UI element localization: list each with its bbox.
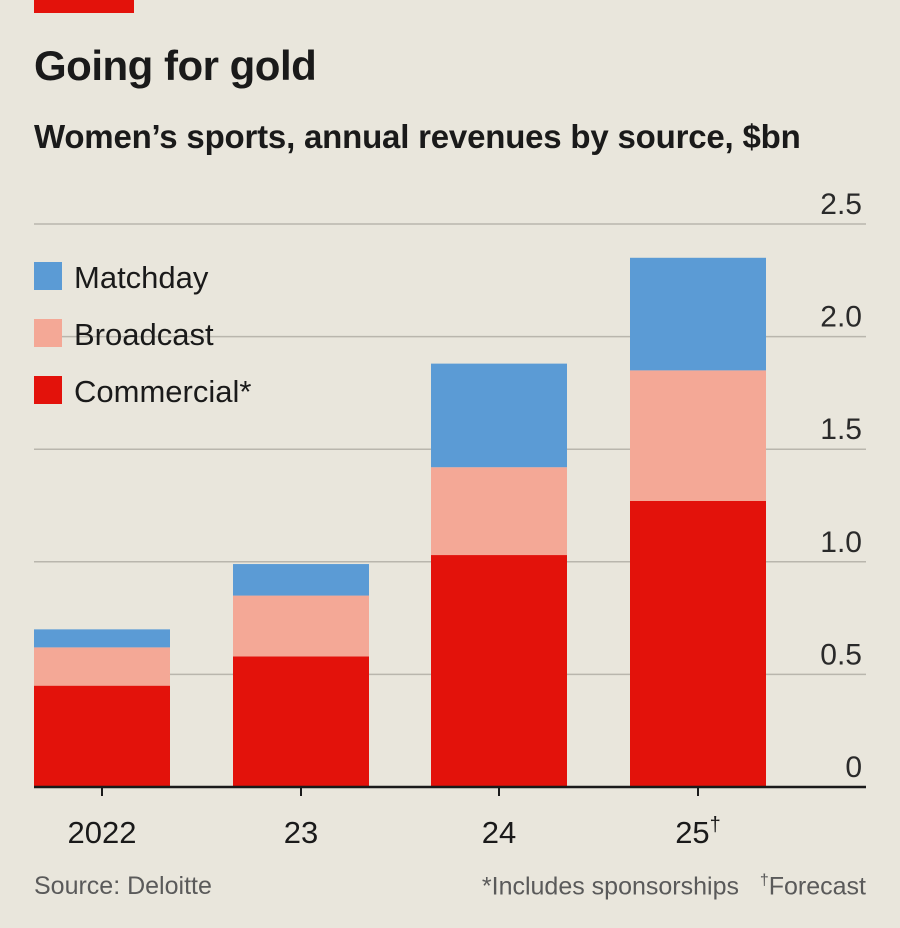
bar-24-matchday	[431, 363, 567, 468]
forecast-mark-3: †	[710, 814, 721, 836]
chart-title: Going for gold	[34, 42, 317, 89]
y-tick-label-3: 1.5	[820, 413, 862, 446]
legend-label-1: Broadcast	[74, 317, 214, 352]
bar-23-commercial	[233, 656, 369, 787]
footnotes: *Includes sponsorships †Forecast	[482, 872, 866, 901]
bar-23-broadcast	[233, 595, 369, 657]
y-tick-labels: 0 0.5 1.0 1.5 2.0 2.5	[820, 188, 862, 784]
legend-swatch-2	[34, 376, 62, 404]
legend: Matchday Broadcast Commercial*	[34, 260, 251, 409]
y-tick-label-4: 2.0	[820, 301, 862, 334]
forecast-mark: †	[759, 872, 769, 889]
x-category-labels: 2022 23 24 25†	[68, 787, 721, 850]
bar-2022-broadcast	[34, 647, 170, 686]
bar-25-commercial	[630, 500, 766, 787]
bar-25-broadcast	[630, 370, 766, 501]
bar-2022-commercial	[34, 685, 170, 787]
forecast-note: Forecast	[768, 872, 866, 901]
bar-24-broadcast	[431, 467, 567, 556]
chart-subtitle: Women’s sports, annual revenues by sourc…	[34, 118, 801, 155]
bar-23-matchday	[233, 564, 369, 596]
y-tick-label-2: 1.0	[820, 526, 862, 559]
legend-label-2: Commercial*	[74, 374, 251, 409]
bar-2022-matchday	[34, 629, 170, 648]
bars	[34, 257, 866, 789]
y-tick-label-1: 0.5	[820, 638, 862, 671]
x-category-label-0: 2022	[68, 815, 137, 850]
bar-25-matchday	[630, 257, 766, 371]
brand-red-tag	[34, 0, 134, 13]
x-category-label-2: 24	[482, 815, 516, 850]
bar-24-commercial	[431, 555, 567, 787]
sponsorships-note: *Includes sponsorships	[481, 872, 739, 901]
source-note: Source: Deloitte	[34, 872, 212, 900]
x-category-label-3: 25†	[675, 814, 721, 850]
y-tick-label-0: 0	[845, 751, 862, 784]
y-tick-label-5: 2.5	[820, 188, 862, 221]
legend-label-0: Matchday	[74, 260, 209, 295]
x-category-label-1: 23	[284, 815, 318, 850]
legend-swatch-1	[34, 319, 62, 347]
legend-swatch-0	[34, 262, 62, 290]
